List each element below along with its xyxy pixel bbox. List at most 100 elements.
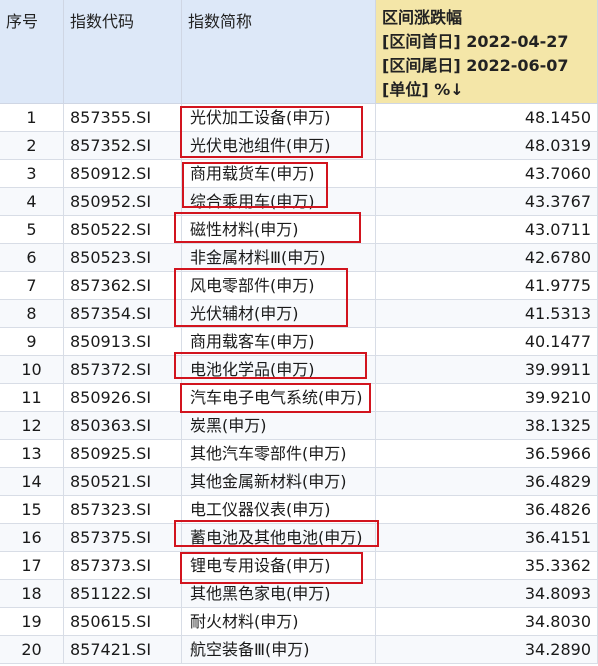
header-value-line: [单位] %↓	[382, 80, 464, 99]
row-code: 857323.SI	[64, 496, 182, 524]
table-row[interactable]: 2 857352.SI 光伏电池组件(申万) 48.0319	[0, 132, 598, 160]
row-seq: 15	[0, 496, 64, 524]
row-code: 850522.SI	[64, 216, 182, 244]
table-header: 序号 指数代码 指数简称 区间涨跌幅 [区间首日] 2022-04-27 [区间…	[0, 0, 598, 104]
row-seq: 11	[0, 384, 64, 412]
row-value: 43.7060	[376, 160, 598, 188]
row-code: 850952.SI	[64, 188, 182, 216]
header-name[interactable]: 指数简称	[182, 0, 376, 104]
row-code: 857421.SI	[64, 636, 182, 664]
row-name: 汽车电子电气系统(申万)	[182, 384, 376, 412]
row-code: 850912.SI	[64, 160, 182, 188]
row-seq: 12	[0, 412, 64, 440]
row-code: 850615.SI	[64, 608, 182, 636]
row-name: 光伏电池组件(申万)	[182, 132, 376, 160]
row-seq: 16	[0, 524, 64, 552]
row-name: 非金属材料Ⅲ(申万)	[182, 244, 376, 272]
table-row[interactable]: 11 850926.SI 汽车电子电气系统(申万) 39.9210	[0, 384, 598, 412]
row-name: 其他汽车零部件(申万)	[182, 440, 376, 468]
table-row[interactable]: 15 857323.SI 电工仪器仪表(申万) 36.4826	[0, 496, 598, 524]
row-name: 炭黑(申万)	[182, 412, 376, 440]
row-seq: 17	[0, 552, 64, 580]
row-code: 857352.SI	[64, 132, 182, 160]
row-name: 商用载客车(申万)	[182, 328, 376, 356]
row-value: 36.4151	[376, 524, 598, 552]
row-code: 857354.SI	[64, 300, 182, 328]
row-code: 857373.SI	[64, 552, 182, 580]
table-row[interactable]: 20 857421.SI 航空装备Ⅲ(申万) 34.2890	[0, 636, 598, 664]
table-row[interactable]: 1 857355.SI 光伏加工设备(申万) 48.1450	[0, 104, 598, 132]
table-row[interactable]: 6 850523.SI 非金属材料Ⅲ(申万) 42.6780	[0, 244, 598, 272]
row-value: 36.4829	[376, 468, 598, 496]
table-row[interactable]: 8 857354.SI 光伏辅材(申万) 41.5313	[0, 300, 598, 328]
row-code: 850925.SI	[64, 440, 182, 468]
row-code: 850521.SI	[64, 468, 182, 496]
row-value: 36.4826	[376, 496, 598, 524]
row-name: 电工仪器仪表(申万)	[182, 496, 376, 524]
table-row[interactable]: 12 850363.SI 炭黑(申万) 38.1325	[0, 412, 598, 440]
row-value: 38.1325	[376, 412, 598, 440]
table-row[interactable]: 17 857373.SI 锂电专用设备(申万) 35.3362	[0, 552, 598, 580]
row-name: 综合乘用车(申万)	[182, 188, 376, 216]
row-value: 43.3767	[376, 188, 598, 216]
row-name: 蓄电池及其他电池(申万)	[182, 524, 376, 552]
row-value: 40.1477	[376, 328, 598, 356]
row-value: 39.9210	[376, 384, 598, 412]
row-seq: 20	[0, 636, 64, 664]
row-code: 857362.SI	[64, 272, 182, 300]
table-row[interactable]: 10 857372.SI 电池化学品(申万) 39.9911	[0, 356, 598, 384]
row-seq: 18	[0, 580, 64, 608]
row-seq: 6	[0, 244, 64, 272]
row-name: 磁性材料(申万)	[182, 216, 376, 244]
row-code: 857355.SI	[64, 104, 182, 132]
row-code: 850913.SI	[64, 328, 182, 356]
table-body: 1 857355.SI 光伏加工设备(申万) 48.1450 2 857352.SI 光伏电…	[0, 104, 598, 664]
row-name: 光伏辅材(申万)	[182, 300, 376, 328]
row-value: 34.2890	[376, 636, 598, 664]
row-value: 43.0711	[376, 216, 598, 244]
row-name: 光伏加工设备(申万)	[182, 104, 376, 132]
row-value: 36.5966	[376, 440, 598, 468]
table-row[interactable]: 5 850522.SI 磁性材料(申万) 43.0711	[0, 216, 598, 244]
row-code: 850363.SI	[64, 412, 182, 440]
table-row[interactable]: 19 850615.SI 耐火材料(申万) 34.8030	[0, 608, 598, 636]
row-name: 锂电专用设备(申万)	[182, 552, 376, 580]
row-seq: 2	[0, 132, 64, 160]
row-name: 其他金属新材料(申万)	[182, 468, 376, 496]
table-row[interactable]: 7 857362.SI 风电零部件(申万) 41.9775	[0, 272, 598, 300]
header-seq[interactable]: 序号	[0, 0, 64, 104]
row-code: 851122.SI	[64, 580, 182, 608]
row-value: 42.6780	[376, 244, 598, 272]
row-code: 857372.SI	[64, 356, 182, 384]
header-code[interactable]: 指数代码	[64, 0, 182, 104]
table-row[interactable]: 16 857375.SI 蓄电池及其他电池(申万) 36.4151	[0, 524, 598, 552]
header-value-line: [区间首日] 2022-04-27	[382, 32, 569, 51]
table-row[interactable]: 18 851122.SI 其他黑色家电(申万) 34.8093	[0, 580, 598, 608]
row-name: 电池化学品(申万)	[182, 356, 376, 384]
row-name: 商用载货车(申万)	[182, 160, 376, 188]
row-name: 风电零部件(申万)	[182, 272, 376, 300]
row-seq: 3	[0, 160, 64, 188]
row-value: 48.0319	[376, 132, 598, 160]
header-value-line: [区间尾日] 2022-06-07	[382, 56, 569, 75]
row-seq: 8	[0, 300, 64, 328]
row-value: 48.1450	[376, 104, 598, 132]
table-row[interactable]: 4 850952.SI 综合乘用车(申万) 43.3767	[0, 188, 598, 216]
table-row[interactable]: 3 850912.SI 商用载货车(申万) 43.7060	[0, 160, 598, 188]
table-row[interactable]: 9 850913.SI 商用载客车(申万) 40.1477	[0, 328, 598, 356]
row-name: 耐火材料(申万)	[182, 608, 376, 636]
row-value: 35.3362	[376, 552, 598, 580]
row-value: 41.5313	[376, 300, 598, 328]
row-name: 航空装备Ⅲ(申万)	[182, 636, 376, 664]
table-row[interactable]: 13 850925.SI 其他汽车零部件(申万) 36.5966	[0, 440, 598, 468]
row-value: 39.9911	[376, 356, 598, 384]
row-seq: 7	[0, 272, 64, 300]
header-range-change[interactable]: 区间涨跌幅 [区间首日] 2022-04-27 [区间尾日] 2022-06-0…	[376, 0, 598, 104]
table-row[interactable]: 14 850521.SI 其他金属新材料(申万) 36.4829	[0, 468, 598, 496]
row-value: 34.8030	[376, 608, 598, 636]
row-seq: 13	[0, 440, 64, 468]
row-value: 41.9775	[376, 272, 598, 300]
row-seq: 1	[0, 104, 64, 132]
row-code: 850523.SI	[64, 244, 182, 272]
